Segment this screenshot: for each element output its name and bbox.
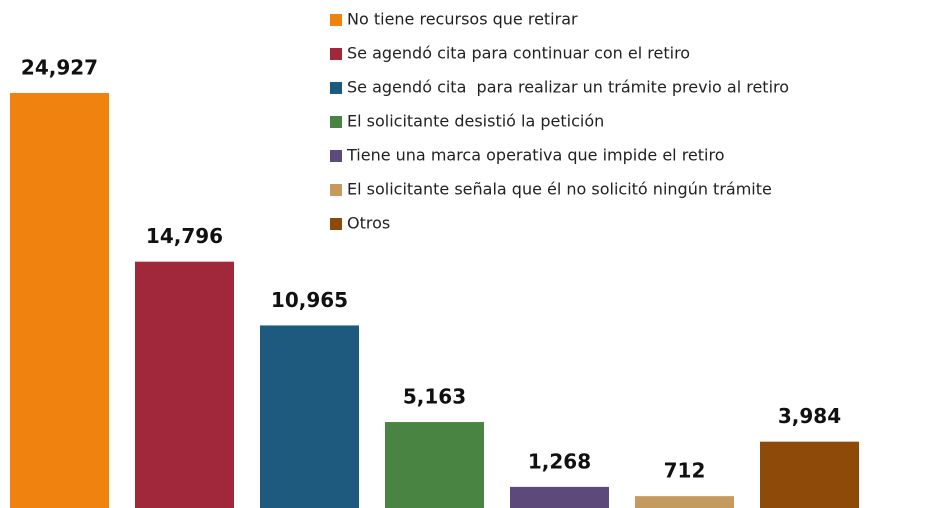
legend-label: Tiene una marca operativa que impide el … xyxy=(346,146,725,165)
bar xyxy=(10,93,109,508)
value-label: 10,965 xyxy=(271,288,348,312)
bar xyxy=(510,486,609,508)
bar xyxy=(385,422,484,508)
value-label: 712 xyxy=(664,459,706,483)
legend-label: El solicitante señala que él no solicitó… xyxy=(347,180,772,199)
legend-swatch xyxy=(330,82,342,94)
value-label: 5,163 xyxy=(403,385,466,409)
legend-swatch xyxy=(330,218,342,230)
legend-label: No tiene recursos que retirar xyxy=(347,10,578,29)
legend-label: Otros xyxy=(347,214,390,233)
legend-swatch xyxy=(330,150,342,162)
legend-swatch xyxy=(330,14,342,26)
legend-swatch xyxy=(330,48,342,60)
bar xyxy=(760,441,859,508)
legend-label: Se agendó cita para realizar un trámite … xyxy=(347,78,789,97)
value-label: 24,927 xyxy=(21,56,98,80)
value-label: 14,796 xyxy=(146,224,223,248)
legend-swatch xyxy=(330,116,342,128)
value-label: 3,984 xyxy=(778,404,841,428)
value-label: 1,268 xyxy=(528,449,591,473)
legend-label: Se agendó cita para continuar con el ret… xyxy=(347,44,690,63)
bar xyxy=(260,325,359,508)
bar xyxy=(635,496,734,508)
legend-swatch xyxy=(330,184,342,196)
legend-label: El solicitante desistió la petición xyxy=(347,112,604,131)
bar xyxy=(135,261,234,508)
